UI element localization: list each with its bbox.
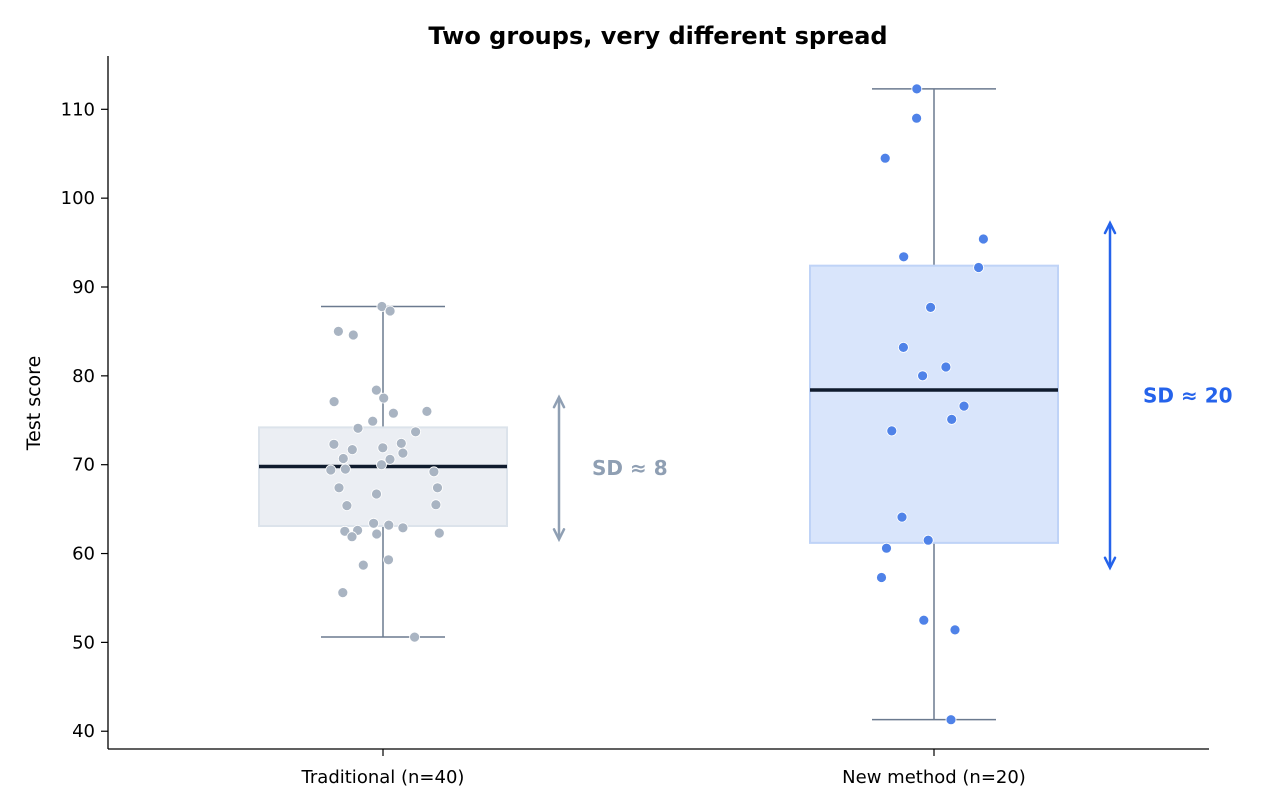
data-point [958,400,970,412]
data-point [387,407,399,419]
data-point [383,519,395,531]
data-point [433,527,445,539]
data-point [337,453,349,464]
sd-arrow-head-top [1103,220,1117,235]
data-point [428,466,440,478]
data-point [352,422,364,434]
box-iqr [809,264,1059,544]
chart-title: Two groups, very different spread [428,22,887,50]
data-point [371,488,382,500]
data-point [922,534,934,546]
y-tick-label: 40 [72,721,95,742]
data-point [881,542,892,554]
data-point [911,112,922,124]
x-tick-label: Traditional (n=40) [301,767,465,788]
sd-arrow-head-bottom [552,528,566,543]
data-point [879,152,891,164]
data-point [384,453,396,465]
data-point [896,511,908,523]
data-point [328,396,340,408]
data-point [383,554,394,566]
data-point [357,559,369,571]
data-point [410,426,422,438]
data-point [325,464,337,476]
data-point [940,361,952,373]
data-point [395,437,407,449]
data-point [397,522,409,534]
data-point [917,370,928,382]
data-point [376,301,388,312]
data-point [898,251,910,263]
data-point [376,459,387,471]
data-point [911,83,923,95]
data-point [925,301,936,313]
y-axis-label: Test score [23,356,45,452]
data-point [945,714,957,726]
plot-area: SD ≈ 8 Traditional (n=40) SD ≈ 20 New metho… [61,56,1233,788]
sd-label: SD ≈ 8 [592,456,668,480]
y-tick-label: 50 [72,632,95,653]
data-point [347,329,359,341]
data-point [339,463,351,475]
y-tick-label: 90 [72,277,95,298]
data-point [328,438,340,450]
data-point [432,482,443,494]
data-point [378,392,390,404]
sd-arrow-head-bottom [1103,556,1117,571]
data-point [371,528,383,540]
data-point [409,631,421,643]
data-point [949,624,961,636]
data-point [430,499,442,511]
data-point [377,442,389,454]
data-point [397,447,409,459]
data-point [876,572,887,583]
data-point [341,500,353,512]
y-tick-label: 80 [72,366,95,387]
sd-label: SD ≈ 20 [1143,383,1233,407]
data-point [978,233,989,245]
data-point [368,517,380,529]
y-tick-label: 60 [72,544,95,565]
data-point [332,325,344,337]
data-point [339,525,351,537]
data-point [886,425,898,437]
data-point [973,262,984,273]
data-point [898,341,909,353]
y-tick-label: 70 [72,455,95,476]
data-point [384,305,396,317]
data-point [346,444,358,456]
data-point [333,482,345,494]
data-point [918,614,930,626]
x-tick-label: New method (n=20) [842,767,1026,788]
y-tick-label: 100 [61,188,95,209]
data-point [946,413,958,425]
data-point [346,531,358,543]
data-point [421,405,433,417]
sd-arrow-head-top [552,394,566,409]
box-iqr [258,426,508,527]
data-point [337,587,349,598]
data-point [370,384,382,396]
y-tick-label: 110 [61,99,95,120]
data-point [367,415,379,427]
